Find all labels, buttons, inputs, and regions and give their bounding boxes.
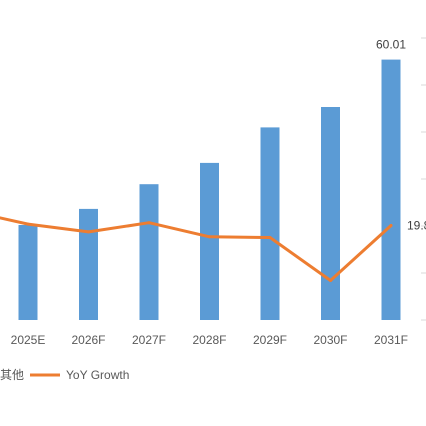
- x-tick-label: 2025E: [11, 333, 46, 347]
- bar: [200, 162, 219, 320]
- bar-data-label: 60.01: [376, 38, 406, 52]
- x-tick-label: 2027F: [132, 333, 166, 347]
- bar: [79, 208, 98, 320]
- bar: [260, 127, 280, 321]
- right-axis: [421, 37, 426, 321]
- line-point: [147, 221, 151, 225]
- bar: [139, 184, 159, 320]
- line-point: [268, 236, 272, 239]
- x-tick-label: 2029F: [253, 333, 287, 347]
- x-tick-label: 2026F: [71, 333, 105, 347]
- legend-label-line-series: YoY Growth: [66, 368, 129, 382]
- legend-label-bar-series: 其他: [0, 368, 24, 382]
- x-tick-label: 2030F: [313, 333, 347, 347]
- bar: [18, 225, 38, 320]
- line-point: [329, 279, 332, 282]
- line-path: [0, 216, 393, 282]
- x-axis-tick-labels: 2025E 2026F 2027F 2028F 2029F 2030F 2031F: [11, 333, 408, 347]
- x-tick-label: 2028F: [192, 333, 226, 347]
- bar: [321, 107, 340, 320]
- bar-series: [18, 59, 401, 321]
- data-labels: 60.01 19.8: [376, 38, 426, 233]
- x-tick-label: 2031F: [374, 333, 408, 347]
- line-point: [389, 224, 393, 227]
- legend: 其他 YoY Growth: [0, 368, 129, 382]
- line-point: [26, 222, 30, 226]
- line-point: [87, 230, 90, 234]
- bar: [381, 59, 401, 320]
- line-data-label: 19.8: [407, 219, 426, 233]
- line-series: [0, 216, 393, 282]
- line-point: [208, 235, 211, 239]
